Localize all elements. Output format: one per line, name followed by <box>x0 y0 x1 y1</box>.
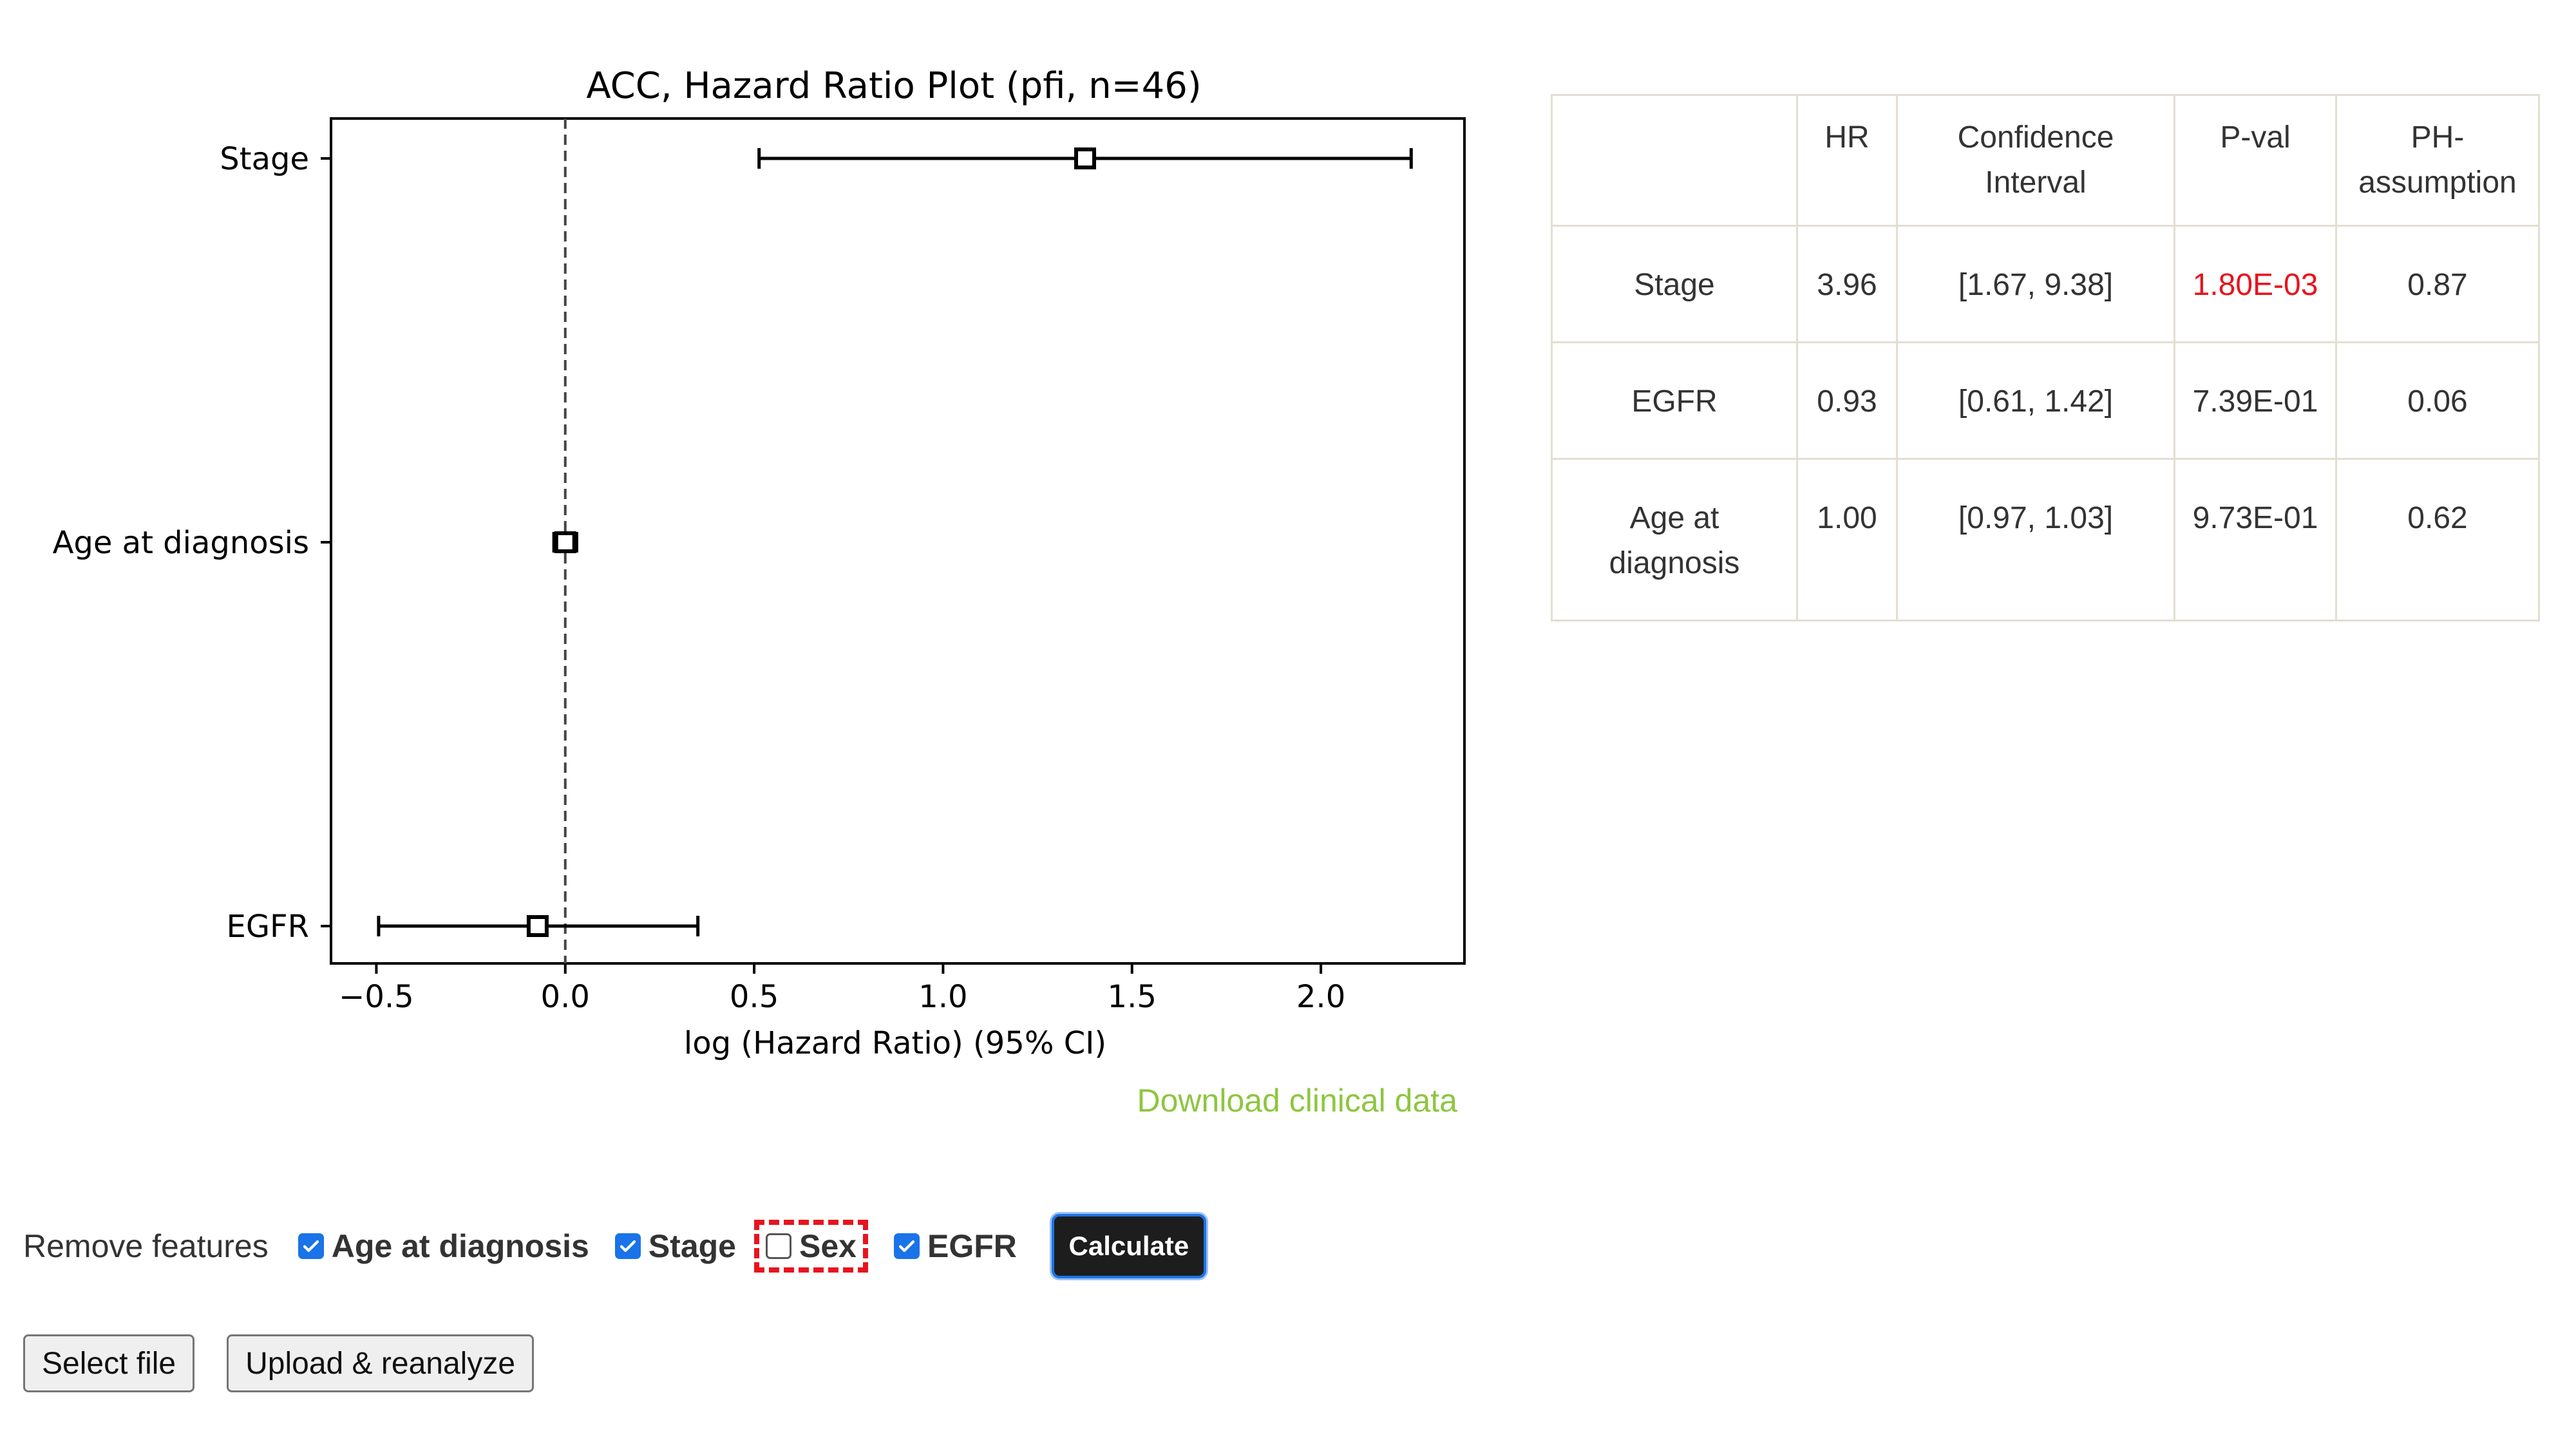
calculate-button[interactable]: Calculate <box>1051 1214 1206 1278</box>
hazard-ratio-plot: ACC, Hazard Ratio Plot (pfi, n=46) −0.5 0… <box>53 65 1466 1061</box>
header-feature <box>1551 94 1798 227</box>
cell-feature: Age at diagnosis <box>1551 458 1798 621</box>
cell-ph: 0.06 <box>2335 341 2540 460</box>
point-estimate <box>554 531 576 553</box>
checkbox-sex[interactable] <box>766 1233 791 1259</box>
feature-sex[interactable]: Sex <box>754 1220 868 1273</box>
remove-features-label: Remove features <box>23 1228 269 1264</box>
x-tick-label: 2.0 <box>1296 979 1345 1015</box>
y-tick-label: Age at diagnosis <box>53 525 309 561</box>
select-file-button[interactable]: Select file <box>23 1334 195 1392</box>
cell-hr: 0.93 <box>1796 341 1898 460</box>
header-hr: HR <box>1796 94 1898 227</box>
header-ph-assumption: PH-assumption <box>2335 94 2540 227</box>
x-tick-label: 1.5 <box>1108 979 1157 1015</box>
hazard-ratio-table: HR Confidence Interval P-val PH-assumpti… <box>1551 94 2540 621</box>
feature-age-at-diagnosis[interactable]: Age at diagnosis <box>298 1227 589 1265</box>
header-confidence-interval: Confidence Interval <box>1896 94 2175 227</box>
cell-ph: 0.87 <box>2335 225 2540 343</box>
plot-frame <box>330 117 1466 965</box>
cell-feature: Stage <box>1551 225 1798 343</box>
table-row: EGFR 0.93 [0.61, 1.42] 7.39E-01 0.06 <box>1551 341 2540 460</box>
feature-egfr[interactable]: EGFR <box>893 1227 1017 1265</box>
remove-features-controls: Remove features Age at diagnosis Stage S… <box>23 1211 1206 1282</box>
upload-reanalyze-button[interactable]: Upload & reanalyze <box>227 1334 535 1392</box>
file-upload-row: Select file Upload & reanalyze <box>23 1334 535 1392</box>
y-tick-label: EGFR <box>227 909 309 945</box>
cell-ci: [1.67, 9.38] <box>1896 225 2175 343</box>
x-tick-label: 0.5 <box>730 979 779 1015</box>
x-tick-label: 1.0 <box>918 979 967 1015</box>
checkbox-egfr[interactable] <box>893 1233 920 1259</box>
download-clinical-data-link[interactable]: Download clinical data <box>1137 1083 1457 1119</box>
point-estimate <box>1074 147 1096 169</box>
feature-label: EGFR <box>927 1228 1017 1264</box>
feature-label: Sex <box>799 1228 857 1264</box>
cell-hr: 1.00 <box>1796 458 1898 621</box>
checkmark-icon <box>303 1240 319 1252</box>
point-estimate <box>526 915 549 937</box>
checkmark-icon <box>620 1240 636 1252</box>
table-row: Stage 3.96 [1.67, 9.38] 1.80E-03 0.87 <box>1551 225 2540 343</box>
x-tick-label: −0.5 <box>339 979 414 1015</box>
header-pval: P-val <box>2174 94 2337 227</box>
checkbox-age-at-diagnosis[interactable] <box>298 1233 324 1259</box>
feature-label: Stage <box>648 1228 736 1264</box>
checkbox-stage[interactable] <box>614 1233 641 1259</box>
table-header-row: HR Confidence Interval P-val PH-assumpti… <box>1551 94 2540 227</box>
feature-label: Age at diagnosis <box>331 1228 589 1264</box>
cell-pval: 1.80E-03 <box>2174 225 2337 343</box>
cell-ci: [0.61, 1.42] <box>1896 341 2175 460</box>
x-axis-label: log (Hazard Ratio) (95% CI) <box>684 1025 1106 1061</box>
cell-ph: 0.62 <box>2335 458 2540 621</box>
cell-hr: 3.96 <box>1796 225 1898 343</box>
cell-feature: EGFR <box>1551 341 1798 460</box>
chart-title: ACC, Hazard Ratio Plot (pfi, n=46) <box>586 65 1201 107</box>
y-tick-label: Stage <box>220 141 309 177</box>
cell-pval: 9.73E-01 <box>2174 458 2337 621</box>
feature-stage[interactable]: Stage <box>614 1227 736 1265</box>
cell-pval: 7.39E-01 <box>2174 341 2337 460</box>
table-row: Age at diagnosis 1.00 [0.97, 1.03] 9.73E… <box>1551 458 2540 621</box>
cell-ci: [0.97, 1.03] <box>1896 458 2175 621</box>
checkmark-icon <box>898 1240 915 1252</box>
x-tick-label: 0.0 <box>541 979 590 1015</box>
